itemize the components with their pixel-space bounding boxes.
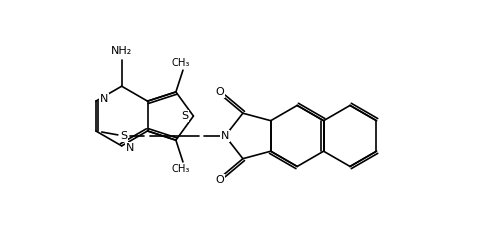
Text: CH₃: CH₃ bbox=[171, 58, 189, 68]
Text: S: S bbox=[120, 131, 127, 141]
Text: N: N bbox=[125, 143, 134, 153]
Text: NH₂: NH₂ bbox=[111, 46, 132, 56]
Text: CH₃: CH₃ bbox=[171, 164, 189, 174]
Text: N: N bbox=[221, 131, 229, 141]
Text: O: O bbox=[215, 175, 224, 185]
Text: S: S bbox=[181, 111, 188, 121]
Text: O: O bbox=[215, 87, 224, 97]
Text: N: N bbox=[100, 94, 108, 104]
